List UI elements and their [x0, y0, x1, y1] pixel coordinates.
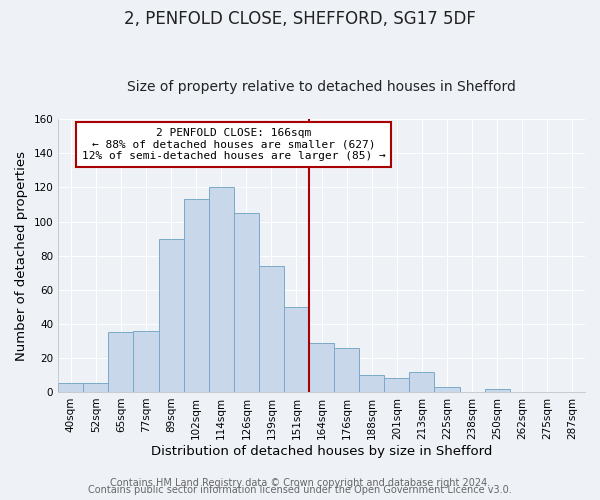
Bar	[434, 387, 460, 392]
Text: 2, PENFOLD CLOSE, SHEFFORD, SG17 5DF: 2, PENFOLD CLOSE, SHEFFORD, SG17 5DF	[124, 10, 476, 28]
Bar	[133, 330, 158, 392]
Text: Contains HM Land Registry data © Crown copyright and database right 2024.: Contains HM Land Registry data © Crown c…	[110, 478, 490, 488]
Bar	[83, 384, 109, 392]
X-axis label: Distribution of detached houses by size in Shefford: Distribution of detached houses by size …	[151, 444, 492, 458]
Bar	[359, 375, 385, 392]
Bar	[209, 188, 234, 392]
Bar	[58, 384, 83, 392]
Bar	[485, 388, 510, 392]
Bar	[385, 378, 409, 392]
Bar	[309, 342, 334, 392]
Bar	[284, 306, 309, 392]
Bar	[158, 238, 184, 392]
Text: 2 PENFOLD CLOSE: 166sqm
← 88% of detached houses are smaller (627)
12% of semi-d: 2 PENFOLD CLOSE: 166sqm ← 88% of detache…	[82, 128, 386, 161]
Title: Size of property relative to detached houses in Shefford: Size of property relative to detached ho…	[127, 80, 516, 94]
Bar	[234, 213, 259, 392]
Bar	[184, 200, 209, 392]
Bar	[109, 332, 133, 392]
Bar	[334, 348, 359, 392]
Bar	[259, 266, 284, 392]
Text: Contains public sector information licensed under the Open Government Licence v3: Contains public sector information licen…	[88, 485, 512, 495]
Y-axis label: Number of detached properties: Number of detached properties	[15, 150, 28, 360]
Bar	[409, 372, 434, 392]
